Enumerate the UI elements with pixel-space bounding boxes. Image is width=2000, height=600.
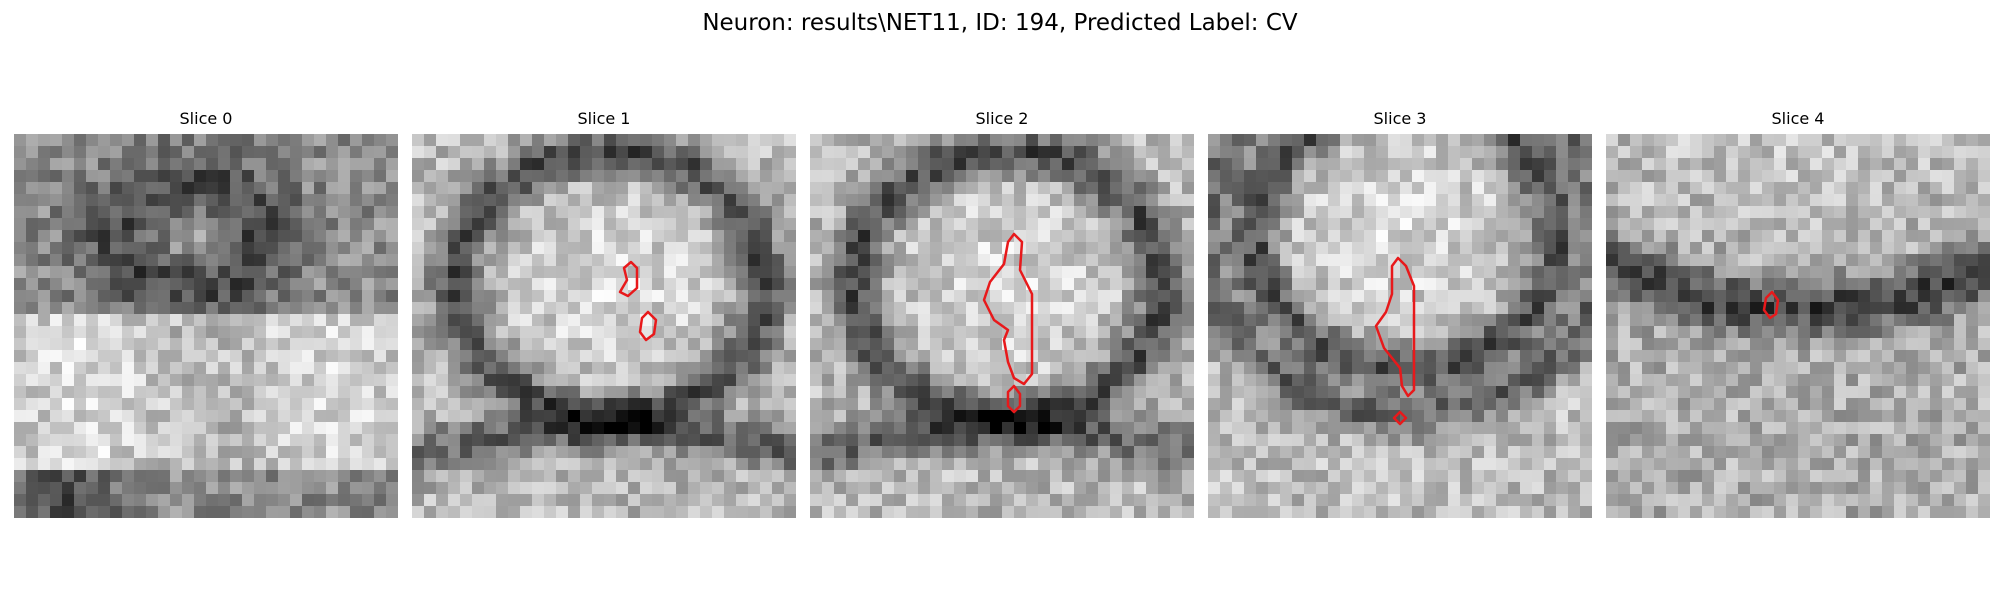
figure-title: Neuron: results\NET11, ID: 194, Predicte…: [702, 10, 1298, 36]
slice-image: [14, 134, 398, 518]
slice-title: Slice 4: [1771, 109, 1825, 128]
segmentation-contour: [1374, 256, 1416, 398]
slice-image: [1208, 134, 1592, 518]
segmentation-contour: [982, 232, 1034, 386]
segmentation-contour: [1392, 410, 1408, 426]
segmentation-contour: [638, 310, 658, 342]
slice-title: Slice 1: [577, 109, 631, 128]
slice-title: Slice 2: [975, 109, 1029, 128]
segmentation-contour: [1762, 290, 1780, 320]
slice-panel-1: Slice 1: [412, 108, 796, 518]
slice-panel-2: Slice 2: [810, 108, 1194, 518]
slice-image: [412, 134, 796, 518]
segmentation-contour: [1006, 384, 1022, 414]
slice-title: Slice 0: [179, 109, 233, 128]
segmentation-contour: [618, 260, 639, 298]
slice-panel-4: Slice 4: [1606, 108, 1990, 518]
slice-panel-0: Slice 0: [14, 108, 398, 518]
slice-panel-3: Slice 3: [1208, 108, 1592, 518]
slice-image: [810, 134, 1194, 518]
slice-title: Slice 3: [1373, 109, 1427, 128]
slice-image: [1606, 134, 1990, 518]
